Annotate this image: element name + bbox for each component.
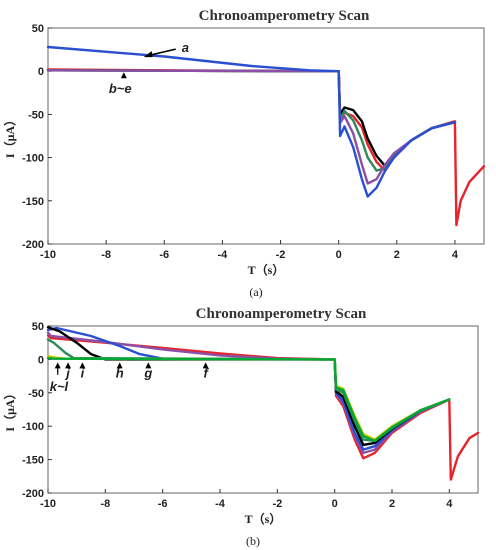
y-tick-label: 0 [38,66,44,78]
x-tick-label: -2 [276,249,286,261]
annotation-arrow-head [116,362,123,369]
annotation-label: j [64,365,70,380]
series-line [46,356,451,443]
plot-frame [47,325,479,494]
x-tick-label: -8 [100,498,110,510]
x-tick-label: 0 [332,498,338,510]
x-axis-label: T（s） [248,262,285,277]
series-line [46,334,480,481]
series-line [46,354,451,441]
y-tick-label: -50 [28,388,44,400]
x-tick-label: -10 [40,249,56,261]
x-tick-label: -4 [215,498,226,510]
annotation-label: k~l [50,379,69,394]
y-tick-label: -100 [22,421,44,433]
x-tick-label: -6 [159,249,169,261]
annotation-arrow-head [120,72,127,79]
annotation-arrow-head [145,362,152,369]
y-tick-label: 50 [32,321,44,333]
annotation-j: j [64,362,72,380]
series-line [46,331,451,455]
y-tick-label: -100 [22,153,44,165]
annotation-label: f [203,365,209,380]
annotation-arrow-head [54,362,61,369]
annotation-label: g [143,365,152,380]
annotation-i: i [79,362,86,380]
y-tick-label: -200 [22,488,44,500]
annotation-label: a [182,40,189,55]
annotation-g: g [143,362,152,380]
annotation-f: f [202,362,209,380]
figure-caption: (b) [246,534,260,548]
y-axis-label: I（μA） [2,114,17,158]
y-axis-label: I（μA） [2,387,17,431]
plot-frame [47,27,485,245]
annotation-label: i [81,365,85,380]
series-line [46,45,457,198]
annotation-label: b~e [109,81,132,96]
x-tick-label: 4 [446,498,453,510]
annotation-k-l: k~l [50,362,69,394]
x-tick-label: -10 [40,498,56,510]
y-tick-label: -150 [22,196,44,208]
x-tick-label: -4 [218,249,229,261]
chart-title: Chronoamperometry Scan [199,8,370,24]
annotation-a: a [143,40,189,58]
x-tick-label: -2 [272,498,282,510]
x-tick-label: 0 [336,249,342,261]
chart-panel-2: Chronoamperometry Scan500-50-100-150-200… [2,306,480,548]
annotation-arrow-head [202,362,209,369]
figure-caption: (a) [249,285,262,299]
annotation-label: h [116,365,124,380]
annotation-arrow-head [143,51,153,58]
y-tick-label: 0 [38,354,44,366]
annotation-h: h [116,362,124,380]
annotation-arrow-head [79,362,86,369]
y-tick-label: -200 [22,239,44,251]
chart-panel-1: Chronoamperometry Scan500-50-100-150-200… [2,8,486,299]
annotation-arrow-head [65,362,72,369]
y-tick-label: 50 [32,23,44,35]
annotation-b-e: b~e [109,72,132,96]
y-tick-label: -50 [28,109,44,121]
x-tick-label: 4 [452,249,459,261]
x-axis-label: T（s） [245,511,282,526]
x-tick-label: 2 [394,249,400,261]
x-tick-label: 2 [389,498,395,510]
y-tick-label: -150 [22,455,44,467]
x-tick-label: -8 [101,249,111,261]
chart-title: Chronoamperometry Scan [196,306,367,322]
x-tick-label: -6 [158,498,168,510]
